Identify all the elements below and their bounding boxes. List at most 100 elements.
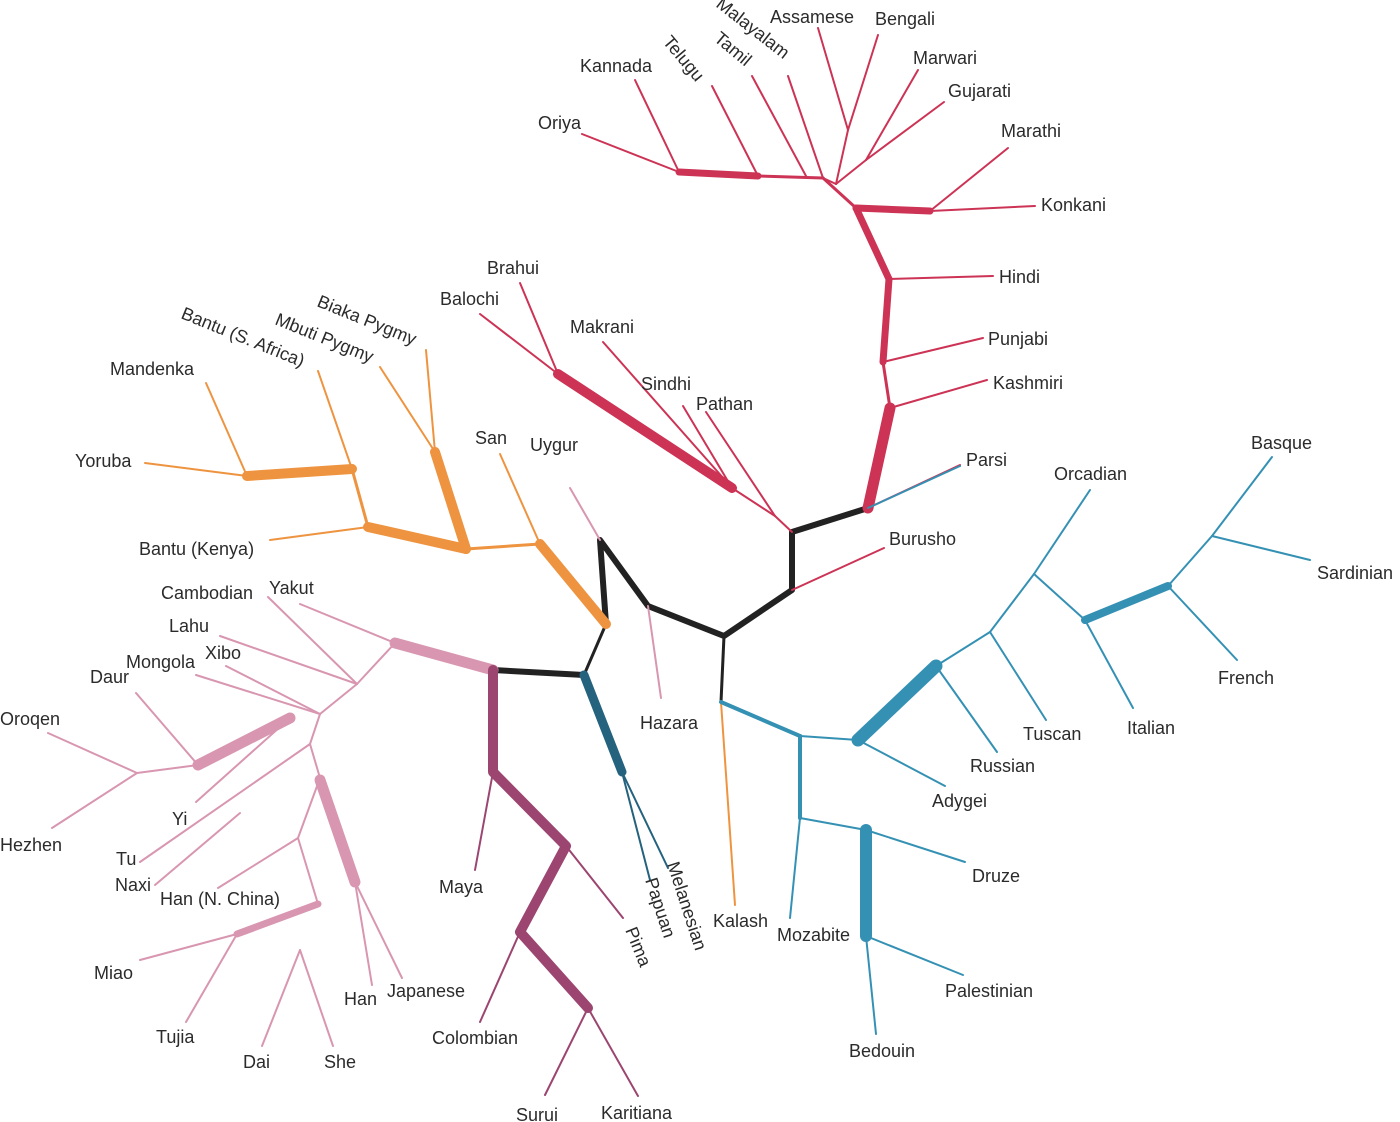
leaf-branch	[205, 382, 248, 477]
leaf-branch	[267, 596, 358, 685]
leaf-branch	[135, 692, 199, 766]
leaf-branch	[185, 933, 238, 1023]
clade-branch	[233, 900, 322, 938]
clade-branch	[1167, 535, 1213, 587]
leaf-branch	[865, 935, 964, 976]
label-dai: Dai	[243, 1052, 270, 1072]
leaf-branch	[139, 933, 238, 961]
clade-branch	[835, 159, 867, 185]
label-basque: Basque	[1251, 433, 1312, 453]
uygur-hazara-branches	[569, 487, 662, 699]
label-mongola: Mongola	[126, 652, 196, 672]
label-orcadian: Orcadian	[1054, 464, 1127, 484]
leaf-branch	[929, 205, 1036, 212]
clade-branch	[881, 360, 892, 410]
label-bengali: Bengali	[875, 9, 935, 29]
label-sindhi: Sindhi	[641, 374, 691, 394]
clade-branch	[935, 631, 991, 667]
label-bedouin: Bedouin	[849, 1041, 915, 1061]
label-mandenka: Mandenka	[110, 359, 195, 379]
label-makrani: Makrani	[570, 317, 634, 337]
label-naxi: Naxi	[115, 875, 151, 895]
leaf-branch	[474, 771, 494, 871]
leaf-branch	[621, 771, 651, 881]
label-maya: Maya	[439, 877, 484, 897]
leaf-branch	[581, 133, 680, 173]
leaf-branch	[479, 313, 559, 375]
clade-branch	[309, 743, 321, 779]
leaf-branch	[195, 717, 291, 803]
leaf-branch	[751, 75, 807, 177]
clade-branch	[297, 777, 321, 839]
leaf-branch	[882, 337, 984, 363]
label-marwari: Marwari	[913, 48, 977, 68]
clade-branch	[835, 129, 849, 185]
europe-middle-east-clade	[719, 456, 1311, 1035]
label-tu: Tu	[116, 849, 136, 869]
leaf-branch	[379, 366, 436, 453]
clade-branch	[879, 275, 893, 366]
label-kannada: Kannada	[580, 56, 653, 76]
clade-branch	[242, 464, 357, 481]
leaf-branch	[929, 147, 1009, 212]
label-tuscan: Tuscan	[1023, 724, 1081, 744]
label-daur: Daur	[90, 667, 129, 687]
leaf-branch	[1084, 619, 1134, 709]
clade-branch	[822, 177, 837, 185]
label-xibo: Xibo	[205, 643, 241, 663]
clade-branch	[989, 573, 1035, 633]
label-parsi: Parsi	[966, 450, 1007, 470]
label-han-n-china: Han (N. China)	[160, 889, 280, 909]
leaf-branch	[817, 27, 849, 131]
leaf-branch	[425, 349, 436, 453]
label-sardinian: Sardinian	[1317, 563, 1393, 583]
clade-branch	[852, 204, 893, 283]
clade-branch	[862, 402, 896, 514]
leaf-branch	[1167, 585, 1238, 661]
label-burusho: Burusho	[889, 529, 956, 549]
clade-branch	[309, 713, 321, 745]
clade-branch	[297, 837, 319, 905]
leaf-branch	[789, 817, 801, 919]
leaf-branch	[139, 743, 311, 863]
label-konkani: Konkani	[1041, 195, 1106, 215]
label-hazara: Hazara	[640, 713, 699, 733]
clade-branch	[319, 683, 358, 715]
clade-branch	[553, 369, 737, 493]
label-druze: Druze	[972, 866, 1020, 886]
leaf-branch	[217, 837, 299, 889]
leaf-branch	[1033, 489, 1091, 575]
label-oriya: Oriya	[538, 113, 582, 133]
leaf-branch	[51, 772, 138, 829]
clade-branch	[488, 665, 593, 1013]
label-yakut: Yakut	[269, 578, 314, 598]
clade-branch	[430, 447, 471, 554]
label-mozabite: Mozabite	[777, 925, 850, 945]
leaf-branch	[565, 845, 624, 919]
label-yi: Yi	[172, 809, 187, 829]
leaf-branch	[544, 1007, 589, 1096]
core-branch	[582, 622, 608, 677]
leaf-branch	[867, 465, 961, 509]
leaf-branch	[602, 341, 733, 489]
label-pathan: Pathan	[696, 394, 753, 414]
label-colombian: Colombian	[432, 1028, 518, 1048]
america-clade	[474, 665, 639, 1097]
label-she: She	[324, 1052, 356, 1072]
label-japanese: Japanese	[387, 981, 465, 1001]
clade-branch	[363, 522, 471, 554]
leaf-branch	[711, 85, 759, 177]
leaf-branch	[317, 370, 353, 470]
clade-branch	[579, 670, 627, 777]
leaf-branch	[682, 405, 733, 489]
clade-branch	[756, 174, 825, 180]
leaf-branch	[354, 881, 373, 986]
leaf-branch	[865, 829, 966, 863]
leaf-branch	[479, 931, 521, 1023]
label-palestinian: Palestinian	[945, 981, 1033, 1001]
label-oroqen: Oroqen	[0, 709, 60, 729]
label-pima: Pima	[621, 924, 655, 970]
leaf-branch	[865, 69, 919, 161]
clade-branch	[192, 712, 296, 771]
